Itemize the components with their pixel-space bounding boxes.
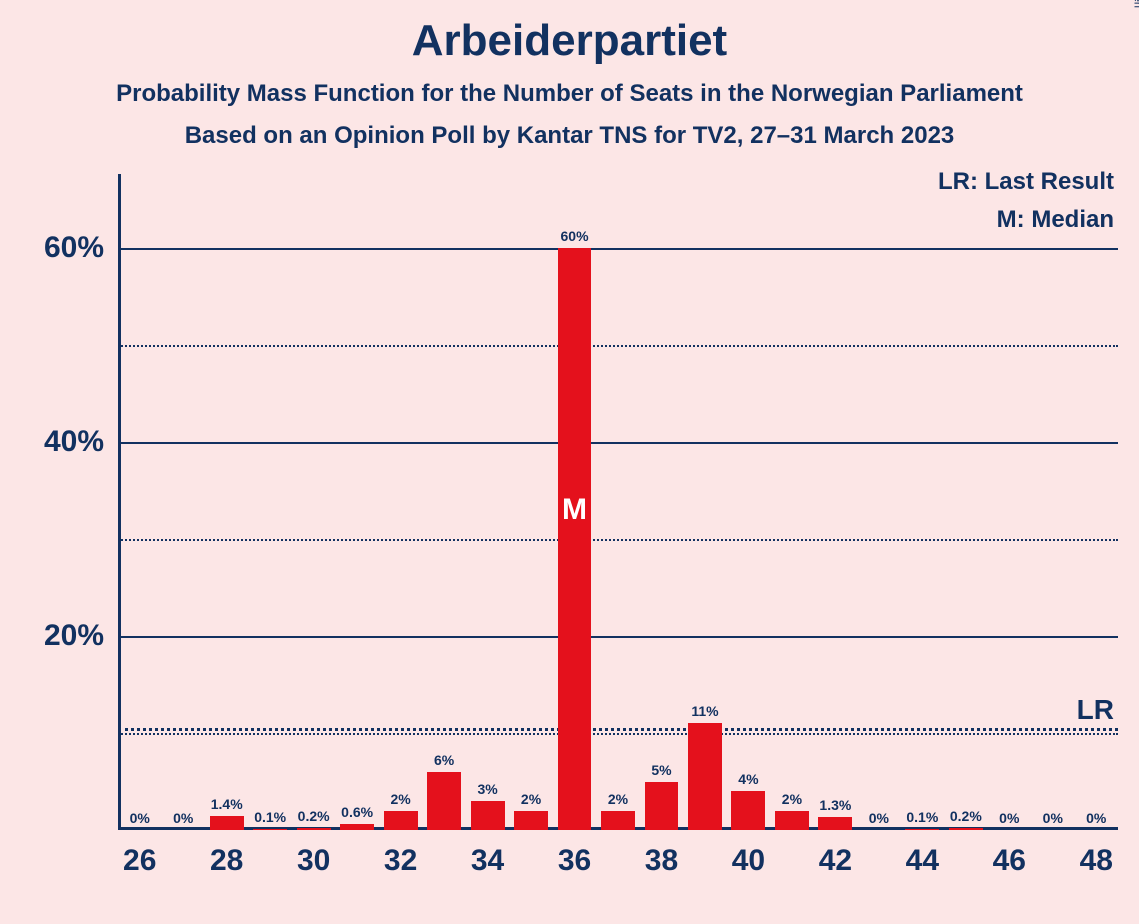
- bar-value-label: 2%: [390, 791, 410, 807]
- median-marker: M: [562, 493, 587, 527]
- x-tick-label: 36: [558, 844, 591, 878]
- bar-value-label: 0.6%: [341, 804, 373, 820]
- lr-line: [118, 728, 1118, 731]
- gridline-minor: [118, 733, 1118, 735]
- x-tick-label: 42: [819, 844, 852, 878]
- bar-value-label: 4%: [738, 771, 758, 787]
- bar-value-label: 6%: [434, 752, 454, 768]
- bar: [427, 772, 461, 830]
- y-tick-label: 60%: [44, 231, 104, 265]
- bar: [818, 817, 852, 830]
- x-tick-label: 46: [993, 844, 1026, 878]
- bar-value-label: 60%: [561, 228, 589, 244]
- bar: [731, 791, 765, 830]
- bar: [645, 782, 679, 830]
- bar-value-label: 1.4%: [211, 796, 243, 812]
- x-tick-label: 32: [384, 844, 417, 878]
- bar-value-label: 0.1%: [906, 809, 938, 825]
- bar-value-label: 1.3%: [819, 797, 851, 813]
- bar: [601, 811, 635, 830]
- chart-title: Arbeiderpartiet: [0, 16, 1139, 66]
- legend-lr: LR: Last Result: [938, 168, 1114, 196]
- bar-value-label: 0%: [869, 810, 889, 826]
- gridline-major: [118, 636, 1118, 638]
- x-tick-label: 34: [471, 844, 504, 878]
- bar: [949, 828, 983, 830]
- bar: [384, 811, 418, 830]
- y-axis: [118, 174, 121, 830]
- plot-area: 20%40%60%LR0%0%1.4%0.1%0.2%0.6%2%6%3%2%6…: [118, 200, 1118, 830]
- bar: [340, 824, 374, 830]
- bar: [775, 811, 809, 830]
- y-tick-label: 20%: [44, 619, 104, 653]
- bar-value-label: 3%: [477, 781, 497, 797]
- bar-value-label: 0%: [999, 810, 1019, 826]
- y-tick-label: 40%: [44, 425, 104, 459]
- bar: [558, 248, 592, 830]
- lr-label: LR: [1077, 694, 1114, 726]
- bar: [688, 723, 722, 830]
- chart-subtitle-2: Based on an Opinion Poll by Kantar TNS f…: [0, 122, 1139, 150]
- bar-value-label: 0%: [173, 810, 193, 826]
- bar-value-label: 11%: [691, 703, 718, 719]
- bar-value-label: 2%: [608, 791, 628, 807]
- bar: [210, 816, 244, 830]
- bar-value-label: 2%: [521, 791, 541, 807]
- x-tick-label: 26: [123, 844, 156, 878]
- bar-value-label: 0.2%: [950, 808, 982, 824]
- x-tick-label: 28: [210, 844, 243, 878]
- bar: [471, 801, 505, 830]
- bar-value-label: 2%: [782, 791, 802, 807]
- bar-value-label: 0%: [130, 810, 150, 826]
- x-tick-label: 48: [1080, 844, 1113, 878]
- bar: [514, 811, 548, 830]
- bar: [253, 829, 287, 830]
- x-tick-label: 40: [732, 844, 765, 878]
- bar-value-label: 0.1%: [254, 809, 286, 825]
- bar: [905, 829, 939, 830]
- bar-value-label: 0.2%: [298, 808, 330, 824]
- x-tick-label: 38: [645, 844, 678, 878]
- gridline-minor: [118, 345, 1118, 347]
- bar-value-label: 0%: [1043, 810, 1063, 826]
- gridline-minor: [118, 539, 1118, 541]
- bar-value-label: 5%: [651, 762, 671, 778]
- x-tick-label: 44: [906, 844, 939, 878]
- x-tick-label: 30: [297, 844, 330, 878]
- bar-value-label: 0%: [1086, 810, 1106, 826]
- chart-subtitle-1: Probability Mass Function for the Number…: [0, 80, 1139, 108]
- gridline-major: [118, 442, 1118, 444]
- legend-median: M: Median: [997, 206, 1114, 234]
- gridline-major: [118, 248, 1118, 250]
- copyright-text: © 2025 Filip van Laenen: [1131, 0, 1139, 8]
- bar: [297, 828, 331, 830]
